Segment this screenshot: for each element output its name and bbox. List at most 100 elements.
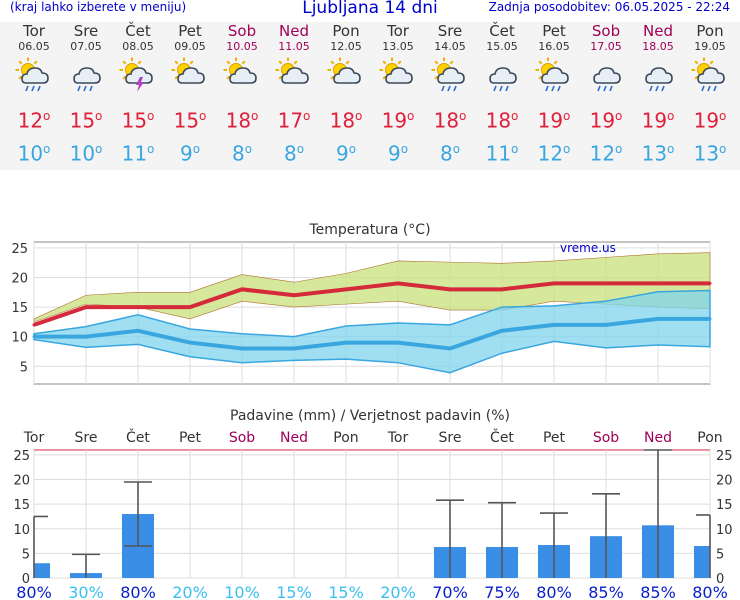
precip-y-tick-right: 20 — [716, 474, 733, 489]
sun-cloud-rain-icon — [690, 57, 730, 93]
day-date: 16.05 — [538, 40, 570, 53]
precip-bar — [34, 563, 50, 578]
day-date: 13.05 — [382, 40, 414, 53]
temp-max: 15o — [121, 108, 155, 133]
precip-y-tick-left: 25 — [13, 449, 30, 464]
min-temp-point — [448, 347, 452, 350]
max-temp-point — [32, 323, 36, 327]
temp-y-tick: 20 — [11, 272, 28, 287]
temp-max: 18o — [225, 108, 259, 133]
min-temp-point — [188, 341, 192, 345]
day-date: 12.05 — [330, 40, 362, 53]
precip-y-tick-right: 0 — [716, 572, 724, 587]
temp-max: 19o — [641, 108, 675, 133]
page-title: Ljubljana 14 dni — [302, 0, 438, 18]
precip-probability-label: 80% — [536, 583, 572, 600]
forecast-strip: Tor 06.05 12o 10o Sre 07.05 15o 10o Čet 08.05 15o 1… — [0, 22, 740, 170]
precip-y-tick-right: 5 — [716, 547, 724, 562]
precip-y-tick-left: 10 — [13, 523, 30, 538]
precip-x-tick: Tor — [23, 430, 45, 446]
max-temp-point — [292, 293, 296, 297]
cloud-rain-icon — [66, 57, 106, 93]
temp-min: 9o — [387, 141, 409, 166]
precip-probability-label: 30% — [68, 583, 104, 600]
day-name: Sob — [591, 22, 621, 40]
day-date: 15.05 — [486, 40, 518, 53]
precip-x-tick: Sob — [593, 430, 619, 446]
forecast-day: Čet 08.05 15o 11o — [112, 22, 164, 166]
precip-x-tick: Ned — [644, 430, 672, 446]
precip-x-tick: Pon — [333, 430, 358, 446]
precip-probability-label: 15% — [328, 583, 364, 600]
sun-cloud-icon — [326, 57, 366, 93]
min-temp-point — [240, 347, 244, 350]
temp-max: 15o — [69, 108, 103, 133]
precip-y-tick-right: 25 — [716, 449, 733, 464]
temp-min: 10o — [17, 141, 51, 166]
day-date: 11.05 — [278, 40, 310, 53]
precip-y-tick-left: 5 — [22, 547, 30, 562]
min-temp-point — [84, 335, 88, 339]
max-temp-point — [708, 281, 712, 285]
day-name: Pet — [178, 22, 202, 40]
location-menu-hint[interactable]: (kraj lahko izberete v meniju) — [10, 0, 187, 14]
min-temp-point — [396, 341, 400, 345]
precip-y-tick-left: 15 — [13, 498, 30, 513]
temp-max: 19o — [693, 108, 727, 133]
forecast-day: Sre 07.05 15o 10o — [60, 22, 112, 166]
temp-max: 18o — [329, 108, 363, 133]
precip-x-tick: Čet — [490, 428, 514, 446]
max-temp-point — [552, 281, 556, 285]
day-name: Sre — [73, 22, 99, 40]
forecast-day: Tor 13.05 19o 9o — [372, 22, 424, 166]
forecast-day: Sre 14.05 18o 8o — [424, 22, 476, 166]
temp-min: 8o — [283, 141, 305, 166]
temp-min: 13o — [693, 141, 727, 166]
min-temp-point — [292, 347, 296, 350]
day-name: Pet — [542, 22, 566, 40]
max-temp-point — [656, 281, 660, 285]
day-name: Sob — [227, 22, 257, 40]
day-date: 18.05 — [642, 40, 674, 53]
precip-y-tick-left: 0 — [22, 572, 30, 587]
precip-x-tick: Čet — [126, 428, 150, 446]
max-temp-point — [500, 287, 504, 291]
temp-y-tick: 10 — [11, 331, 28, 346]
sun-cloud-rain-icon — [534, 57, 574, 93]
temp-min: 13o — [641, 141, 675, 166]
sun-cloud-icon — [170, 57, 210, 93]
day-date: 09.05 — [174, 40, 206, 53]
min-temp-point — [552, 323, 556, 327]
max-temp-point — [240, 287, 244, 291]
precip-probability-label: 80% — [692, 583, 728, 600]
day-name: Čet — [489, 22, 515, 40]
forecast-day: Ned 18.05 19o 13o — [632, 22, 684, 166]
min-temp-line — [34, 316, 710, 351]
precip-x-tick: Ned — [280, 430, 308, 446]
precip-probability-label: 10% — [224, 583, 260, 600]
min-temp-point — [136, 329, 140, 333]
precip-x-tick: Sre — [439, 430, 462, 446]
sun-cloud-thunder-icon — [118, 57, 158, 93]
last-update: Zadnja posodobitev: 06.05.2025 - 22:24 — [488, 0, 730, 14]
cloud-rain-icon — [482, 57, 522, 93]
precip-probability-label: 70% — [432, 583, 468, 600]
watermark: vreme.us — [560, 241, 616, 255]
temp-max: 19o — [589, 108, 623, 133]
precip-probability-label: 85% — [640, 583, 676, 600]
day-date: 14.05 — [434, 40, 466, 53]
forecast-day: Pet 16.05 19o 12o — [528, 22, 580, 166]
precip-x-tick: Pet — [179, 430, 202, 446]
day-name: Tor — [23, 22, 45, 40]
precip-x-tick: Pon — [697, 430, 722, 446]
day-name: Tor — [387, 22, 409, 40]
temp-y-tick: 5 — [20, 360, 28, 375]
temp-min: 12o — [537, 141, 571, 166]
temp-min: 11o — [121, 141, 155, 166]
day-date: 17.05 — [590, 40, 622, 53]
precip-x-tick: Pet — [543, 430, 566, 446]
temp-max: 17o — [277, 108, 311, 133]
precip-x-tick: Sob — [229, 430, 255, 446]
sun-cloud-icon — [274, 57, 314, 93]
day-name: Čet — [125, 22, 151, 40]
